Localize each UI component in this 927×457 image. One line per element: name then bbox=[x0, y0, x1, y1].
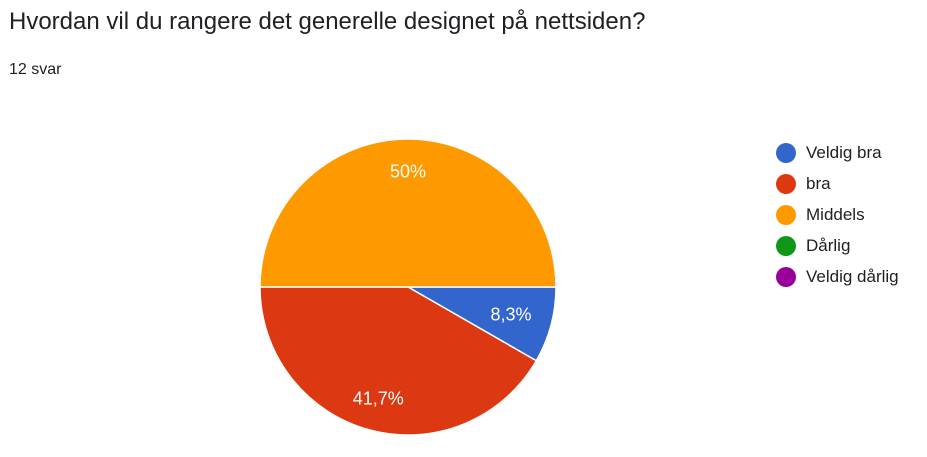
pie-slice-bra[interactable] bbox=[259, 286, 538, 436]
chart-legend: Veldig bra bra Middels Dårlig Veldig dårlig bbox=[776, 137, 899, 292]
legend-item[interactable]: bra bbox=[776, 168, 899, 199]
question-title: Hvordan vil du rangere det generelle des… bbox=[9, 8, 646, 35]
legend-swatch bbox=[776, 173, 796, 194]
pie-slice-middels[interactable] bbox=[259, 138, 557, 288]
slice-label: 41,7% bbox=[353, 389, 404, 409]
legend-label: Veldig bra bbox=[806, 142, 882, 162]
slice-label: 50% bbox=[390, 162, 426, 182]
slice-label: 8,3% bbox=[490, 304, 531, 324]
legend-swatch bbox=[776, 266, 796, 287]
legend-swatch bbox=[776, 235, 796, 256]
legend-item[interactable]: Middels bbox=[776, 199, 899, 230]
legend-swatch bbox=[776, 204, 796, 225]
legend-label: Middels bbox=[806, 204, 865, 224]
legend-swatch bbox=[776, 142, 796, 163]
legend-label: Veldig dårlig bbox=[806, 266, 899, 286]
legend-label: Dårlig bbox=[806, 235, 851, 255]
response-count: 12 svar bbox=[9, 61, 62, 78]
legend-item[interactable]: Veldig dårlig bbox=[776, 261, 899, 292]
legend-item[interactable]: Veldig bra bbox=[776, 137, 899, 168]
legend-label: bra bbox=[806, 173, 831, 193]
legend-item[interactable]: Dårlig bbox=[776, 230, 899, 261]
